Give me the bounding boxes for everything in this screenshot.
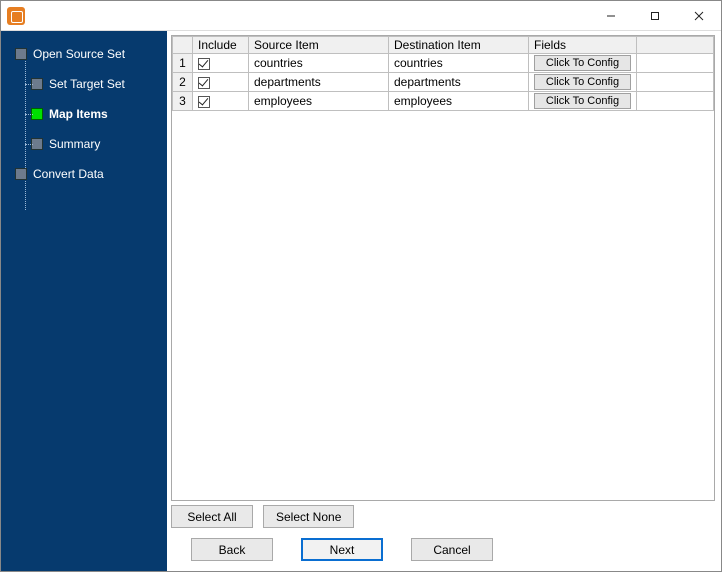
wizard-step[interactable]: Map Items (1, 99, 167, 129)
cancel-button[interactable]: Cancel (411, 538, 493, 561)
window-controls (589, 1, 721, 31)
spacer-cell (637, 54, 714, 73)
destination-item-cell[interactable]: departments (389, 73, 529, 92)
source-item-cell[interactable]: countries (249, 54, 389, 73)
row-number-cell: 1 (173, 54, 193, 73)
wizard-step[interactable]: Set Target Set (1, 69, 167, 99)
col-dest-header[interactable]: Destination Item (389, 37, 529, 54)
include-checkbox[interactable] (198, 96, 210, 108)
include-checkbox[interactable] (198, 58, 210, 70)
close-button[interactable] (677, 1, 721, 31)
table-row[interactable]: 2 departmentsdepartments Click To Config (173, 73, 714, 92)
mapping-grid-wrap: Include Source Item Destination Item Fie… (171, 35, 715, 501)
back-button[interactable]: Back (191, 538, 273, 561)
step-box-icon (15, 48, 27, 60)
step-label: Open Source Set (33, 47, 125, 61)
mapping-grid: Include Source Item Destination Item Fie… (172, 36, 714, 111)
table-row[interactable]: 1 countriescountries Click To Config (173, 54, 714, 73)
step-label: Summary (49, 137, 100, 151)
table-row[interactable]: 3 employeesemployees Click To Config (173, 92, 714, 111)
destination-item-cell[interactable]: employees (389, 92, 529, 111)
step-label: Map Items (49, 107, 108, 121)
grid-corner-cell (173, 37, 193, 54)
wizard-step[interactable]: Convert Data (1, 159, 167, 189)
row-number-cell: 3 (173, 92, 193, 111)
row-number-cell: 2 (173, 73, 193, 92)
config-fields-button[interactable]: Click To Config (534, 55, 631, 71)
config-fields-button[interactable]: Click To Config (534, 93, 631, 109)
fields-cell: Click To Config (529, 73, 637, 92)
col-spacer (637, 37, 714, 54)
minimize-button[interactable] (589, 1, 633, 31)
col-source-header[interactable]: Source Item (249, 37, 389, 54)
fields-cell: Click To Config (529, 92, 637, 111)
maximize-button[interactable] (633, 1, 677, 31)
include-cell[interactable] (193, 54, 249, 73)
destination-item-cell[interactable]: countries (389, 54, 529, 73)
include-cell[interactable] (193, 92, 249, 111)
spacer-cell (637, 73, 714, 92)
source-item-cell[interactable]: employees (249, 92, 389, 111)
source-item-cell[interactable]: departments (249, 73, 389, 92)
wizard-sidebar: Open Source Set Set Target Set Map Items Su… (1, 31, 167, 571)
titlebar (1, 1, 721, 31)
spacer-cell (637, 92, 714, 111)
select-all-button[interactable]: Select All (171, 505, 253, 528)
step-box-icon (15, 168, 27, 180)
step-label: Convert Data (33, 167, 104, 181)
step-label: Set Target Set (49, 77, 125, 91)
wizard-step[interactable]: Open Source Set (1, 39, 167, 69)
selection-bar: Select All Select None (171, 501, 715, 530)
config-fields-button[interactable]: Click To Config (534, 74, 631, 90)
app-window: Open Source Set Set Target Set Map Items Su… (0, 0, 722, 572)
wizard-step[interactable]: Summary (1, 129, 167, 159)
include-checkbox[interactable] (198, 77, 210, 89)
body-area: Open Source Set Set Target Set Map Items Su… (1, 31, 721, 571)
col-include-header[interactable]: Include (193, 37, 249, 54)
navigation-bar: Back Next Cancel (171, 530, 715, 565)
select-none-button[interactable]: Select None (263, 505, 354, 528)
include-cell[interactable] (193, 73, 249, 92)
grid-header-row: Include Source Item Destination Item Fie… (173, 37, 714, 54)
app-icon (7, 7, 25, 25)
col-fields-header[interactable]: Fields (529, 37, 637, 54)
main-panel: Include Source Item Destination Item Fie… (167, 31, 721, 571)
next-button[interactable]: Next (301, 538, 383, 561)
fields-cell: Click To Config (529, 54, 637, 73)
